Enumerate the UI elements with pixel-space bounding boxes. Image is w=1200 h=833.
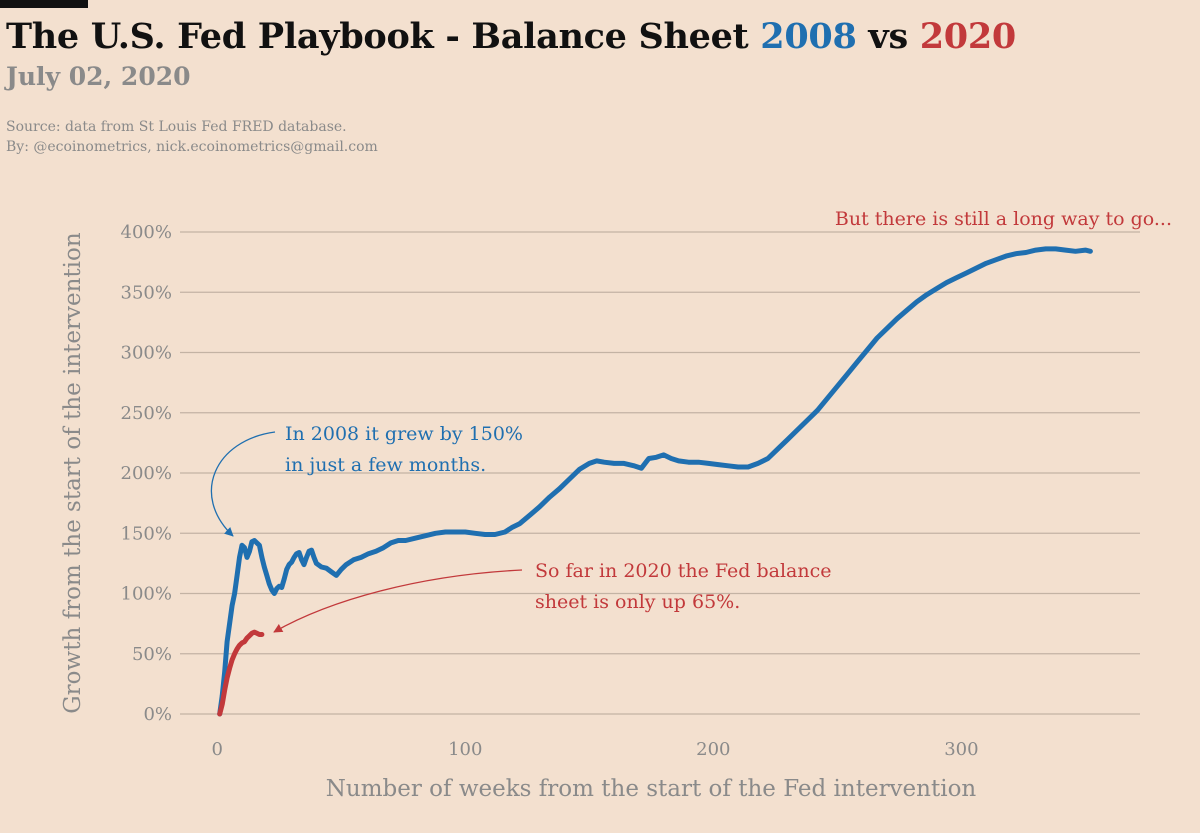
annotation-2008-arrow (210, 431, 276, 537)
series-group (217, 246, 1093, 717)
title-year-2008: 2008 (760, 16, 857, 57)
y-tick-label: 250% (121, 403, 172, 424)
chart-title: The U.S. Fed Playbook - Balance Sheet 20… (6, 16, 1016, 57)
source-note: Source: data from St Louis Fed FRED data… (6, 119, 347, 135)
annotation-2008-line1: In 2008 it grew by 150% (285, 423, 523, 445)
annotation-2020-line2: sheet is only up 65%. (535, 591, 740, 613)
byline: By: @ecoinometrics, nick.ecoinometrics@g… (6, 139, 378, 155)
y-axis-ticks: 0% 50% 100% 150% 200% 250% 300% 350% 400% (121, 222, 172, 725)
y-tick-label: 150% (121, 523, 172, 544)
annotation-long-way: But there is still a long way to go... (835, 208, 1172, 230)
x-tick-label: 100 (448, 739, 482, 760)
y-tick-label: 100% (121, 584, 172, 605)
title-year-2020: 2020 (919, 16, 1017, 57)
x-tick-label: 0 (211, 739, 222, 760)
chart-subtitle: July 02, 2020 (6, 62, 191, 91)
title-vs: vs (856, 16, 920, 57)
annotation-2020-line1: So far in 2020 the Fed balance (535, 560, 832, 582)
y-tick-label: 200% (121, 463, 172, 484)
y-tick-label: 50% (132, 644, 172, 665)
y-tick-label: 350% (121, 282, 172, 303)
x-tick-label: 300 (944, 739, 978, 760)
y-tick-label: 400% (121, 222, 172, 243)
series-line-2008 (217, 246, 1093, 717)
annotation-2008-line2: in just a few months. (285, 454, 486, 476)
series-line-2020 (217, 629, 265, 717)
y-tick-label: 0% (143, 704, 172, 725)
y-tick-label: 300% (121, 343, 172, 364)
y-axis-label: Growth from the start of the interventio… (60, 232, 86, 714)
gridlines (180, 231, 1140, 715)
title-prefix: The U.S. Fed Playbook - Balance Sheet (6, 16, 761, 57)
credits: Source: data from St Louis Fed FRED data… (6, 117, 378, 157)
annotation-2020-arrow (273, 569, 523, 633)
x-tick-label: 200 (696, 739, 730, 760)
corner-accent-bar (0, 0, 88, 8)
x-axis-label: Number of weeks from the start of the Fe… (326, 776, 977, 802)
x-axis-ticks: 0 100 200 300 (211, 739, 978, 760)
